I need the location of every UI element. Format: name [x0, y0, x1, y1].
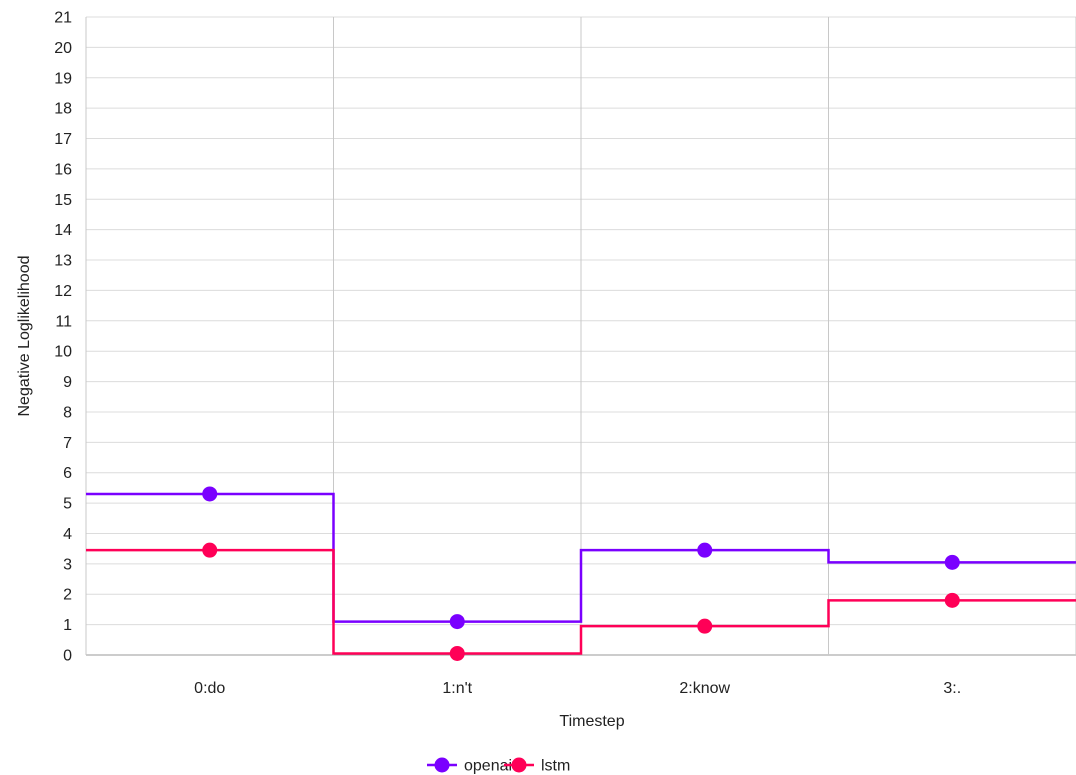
- grid: [85, 16, 1076, 656]
- y-tick-label: 1: [63, 617, 72, 634]
- series-line-lstm: [86, 548, 1076, 655]
- data-point-openai[interactable]: [944, 554, 960, 570]
- x-axis-label: Timestep: [559, 713, 624, 730]
- series-layer: [86, 486, 1076, 661]
- data-point-openai[interactable]: [449, 614, 465, 630]
- x-tick-label: 1:n't: [442, 680, 472, 697]
- y-tick-label: 4: [63, 526, 72, 543]
- data-point-lstm[interactable]: [944, 592, 960, 608]
- legend-item-lstm[interactable]: lstm: [504, 757, 570, 775]
- y-tick-label: 8: [63, 404, 72, 421]
- legend-item-openai[interactable]: openai: [427, 757, 512, 775]
- y-tick-label: 19: [54, 70, 72, 87]
- y-tick-label: 17: [54, 131, 72, 148]
- y-tick-label: 16: [54, 161, 72, 178]
- y-tick-label: 15: [54, 192, 72, 209]
- x-tick-label: 0:do: [194, 680, 225, 697]
- y-tick-label: 14: [54, 222, 72, 239]
- legend-swatch-marker: [511, 757, 527, 773]
- data-point-lstm[interactable]: [202, 542, 218, 558]
- y-tick-label: 20: [54, 40, 72, 57]
- data-point-openai[interactable]: [697, 542, 713, 558]
- y-tick-label: 7: [63, 435, 72, 452]
- y-tick-label: 0: [63, 648, 72, 665]
- y-tick-label: 5: [63, 496, 72, 513]
- x-tick-label: 3:.: [943, 680, 961, 697]
- x-tick-labels: 0:do 1:n't 2:know 3:.: [194, 680, 961, 697]
- legend-label: lstm: [541, 758, 570, 775]
- data-point-lstm[interactable]: [449, 645, 465, 661]
- data-point-lstm[interactable]: [697, 618, 713, 634]
- y-tick-label: 13: [54, 253, 72, 270]
- series-line-openai: [86, 492, 1076, 623]
- x-tick-label: 2:know: [679, 680, 730, 697]
- y-tick-label: 2: [63, 587, 72, 604]
- legend-label: openai: [464, 758, 512, 775]
- legend[interactable]: openai lstm: [427, 757, 570, 775]
- y-tick-label: 11: [55, 313, 72, 330]
- legend-swatch-marker: [434, 757, 450, 773]
- y-axis-label: Negative Loglikelihood: [16, 256, 33, 417]
- data-point-openai[interactable]: [202, 486, 218, 502]
- y-tick-label: 18: [54, 101, 72, 118]
- y-tick-label: 21: [54, 10, 72, 27]
- y-tick-label: 3: [63, 556, 72, 573]
- y-tick-label: 12: [54, 283, 72, 300]
- y-tick-label: 10: [54, 344, 72, 361]
- y-tick-label: 9: [63, 374, 72, 391]
- y-tick-label: 6: [63, 465, 72, 482]
